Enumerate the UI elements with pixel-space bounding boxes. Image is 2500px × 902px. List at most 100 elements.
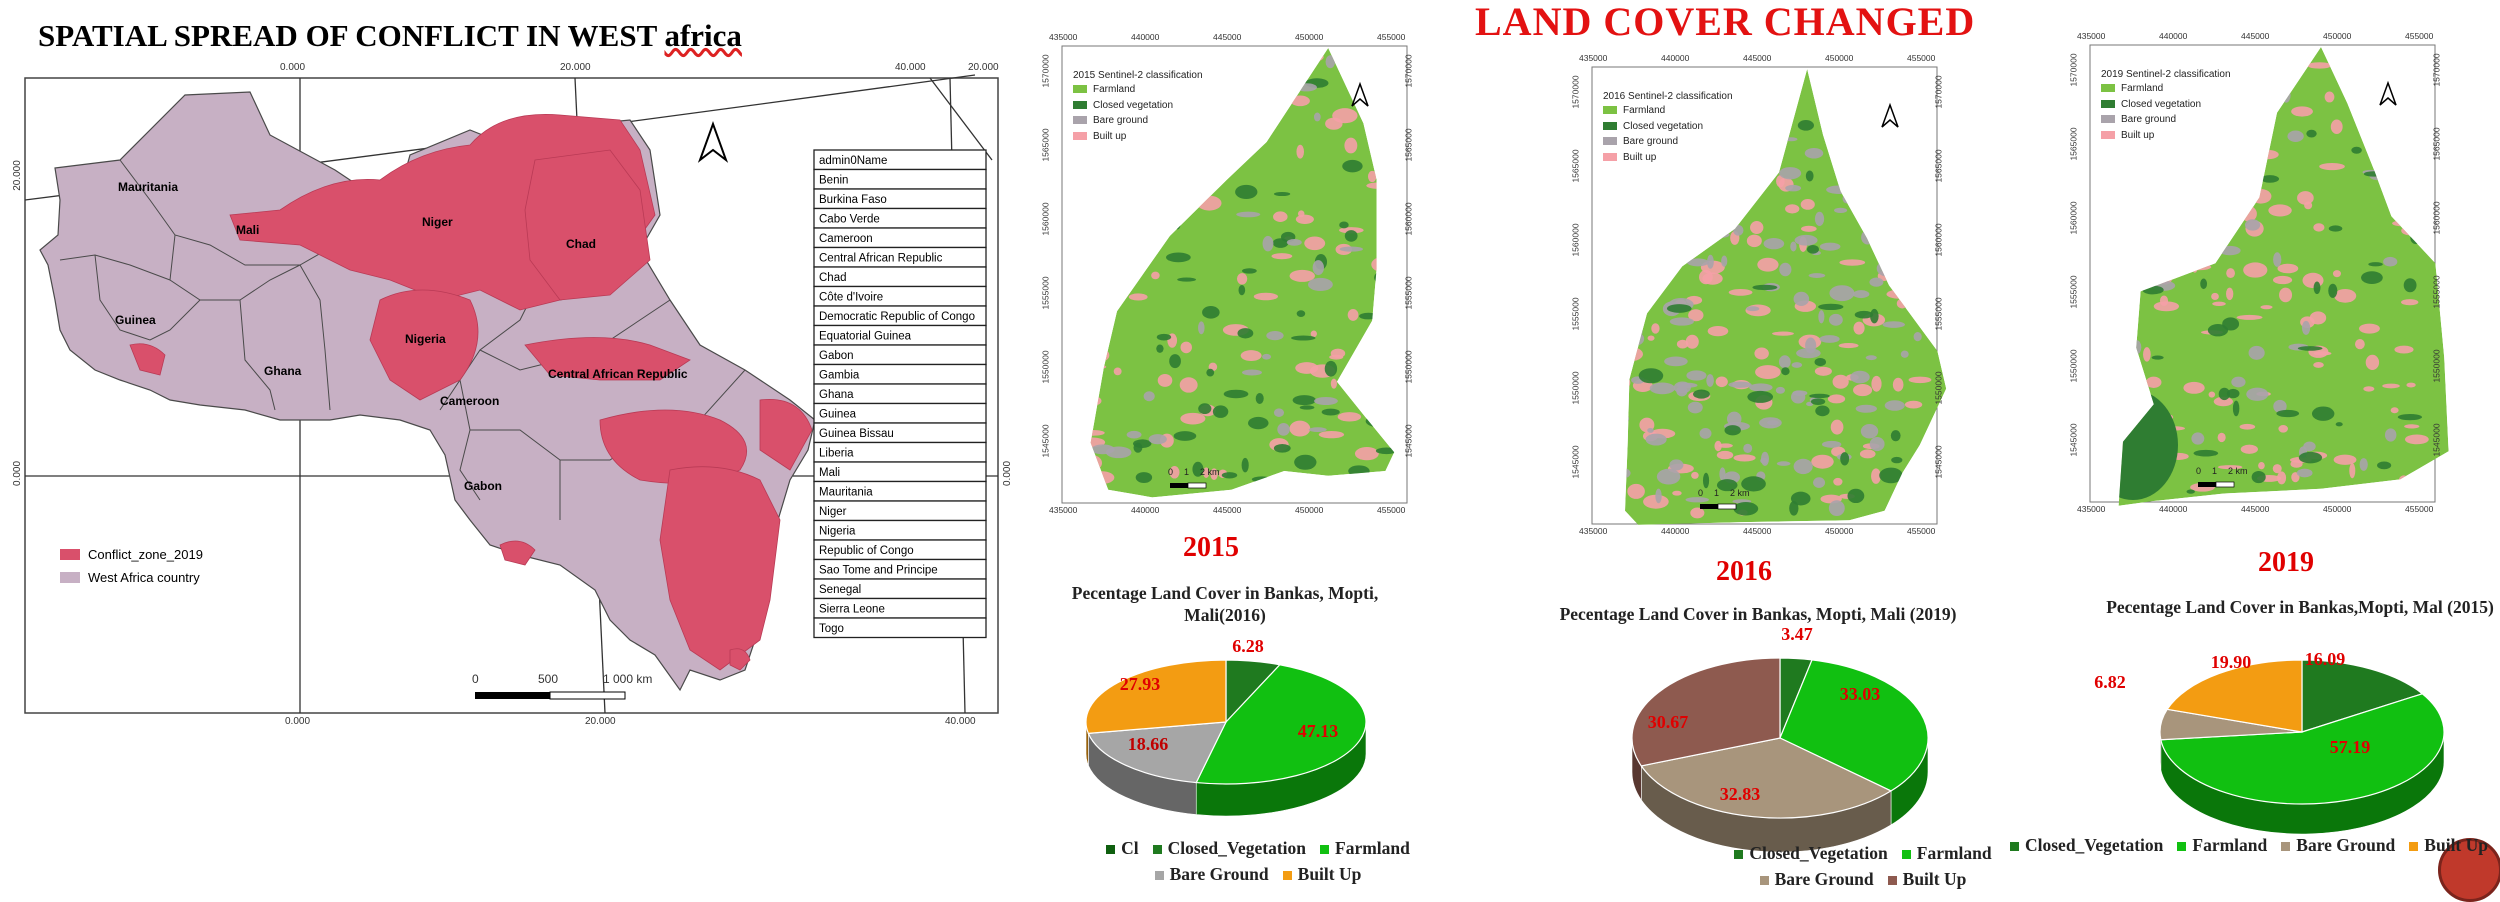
land-patch — [1785, 184, 1802, 192]
pie-legend-label: Farmland — [1335, 838, 1410, 858]
land-patch — [1273, 211, 1288, 222]
land-patch — [1113, 367, 1122, 376]
map-top-tick: 435000 — [1579, 53, 1608, 63]
map-scale-label: 0 — [1168, 467, 1174, 477]
pie-legend-label: Bare Ground — [1169, 864, 1269, 884]
land-patch — [2193, 449, 2219, 457]
land-patch — [2377, 461, 2392, 470]
pie-slice-side — [1640, 764, 1892, 853]
legend-swatch — [2101, 84, 2115, 93]
pie-legend-item: Cl — [1106, 838, 1139, 858]
legend-label: Bare ground — [1093, 115, 1149, 126]
land-patch — [2151, 355, 2164, 360]
land-patch — [2297, 191, 2314, 205]
land-patch — [2278, 425, 2288, 433]
map-y-tick-right: 1555000 — [1933, 297, 1944, 331]
land-patch — [1794, 234, 1818, 246]
land-patch — [1814, 211, 1825, 226]
legend-swatch — [1603, 137, 1617, 146]
land-patch — [2307, 62, 2332, 69]
pie-value-label: 16.09 — [2305, 649, 2346, 669]
land-patch — [1865, 355, 1877, 361]
map-label: Gabon — [464, 479, 502, 493]
pie-value-label: 30.67 — [1648, 712, 1689, 732]
land-patch — [1198, 403, 1212, 415]
land-patch — [2217, 465, 2243, 470]
land-patch — [1156, 344, 1164, 353]
land-patch — [1775, 386, 1785, 394]
land-patch — [2226, 268, 2235, 279]
map-bottom-tick: 435000 — [2077, 504, 2106, 514]
land-patch — [1177, 277, 1197, 282]
land-patch — [2306, 129, 2317, 138]
legend-label: Farmland — [1093, 84, 1136, 95]
land-patch — [1772, 331, 1794, 336]
legend-swatch — [1073, 100, 1087, 109]
map-y-tick-right: 1570000 — [1403, 54, 1414, 88]
land-patch — [1805, 170, 1814, 182]
land-patch — [1854, 310, 1874, 319]
north-arrow-icon — [1881, 102, 1899, 128]
map-top-tick: 445000 — [1743, 53, 1772, 63]
country-table: admin0Name Benin Burkina Faso Cabo Verde Cam… — [813, 149, 987, 639]
legend-swatch — [1603, 152, 1617, 161]
land-patch — [2232, 400, 2240, 417]
land-patch — [2397, 413, 2422, 421]
table-header: admin0Name — [819, 155, 887, 167]
land-patch — [1143, 391, 1155, 402]
land-patch — [2403, 278, 2417, 293]
table-row: Burkina Faso — [819, 194, 887, 206]
land-patch — [1890, 430, 1901, 442]
land-patch — [1294, 454, 1317, 470]
land-patch — [1790, 491, 1811, 506]
pie-slice-bare-ground — [1087, 721, 1228, 784]
land-patch — [1757, 257, 1779, 272]
land-patch — [2208, 391, 2216, 398]
land-patch — [1266, 331, 1284, 341]
land-patch — [1805, 337, 1817, 354]
land-patch — [2330, 119, 2343, 135]
land-patch — [1833, 477, 1843, 486]
map-y-tick-right: 1570000 — [1933, 75, 1944, 109]
land-patch — [1688, 309, 1704, 322]
pie-value-label: 6.82 — [2094, 672, 2126, 692]
land-patch — [2359, 458, 2368, 471]
land-patch — [1090, 429, 1105, 436]
land-patch — [2246, 387, 2269, 401]
north-arrow-icon — [697, 121, 729, 163]
land-patch — [1304, 236, 1326, 251]
map-year-label: 2016 — [1716, 556, 1772, 587]
land-patch — [1776, 461, 1791, 466]
land-patch — [1830, 419, 1844, 435]
land-patch — [2404, 424, 2420, 429]
map-legend-title: 2015 Sentinel-2 classification — [1073, 70, 1203, 81]
land-patch — [2390, 407, 2399, 414]
map-y-tick: 1555000 — [1040, 276, 1051, 310]
map-top-tick: 435000 — [1049, 32, 1078, 42]
land-patch — [1752, 284, 1778, 291]
land-patch — [2159, 295, 2169, 307]
scale-bar-black — [475, 692, 550, 699]
map-legend-item: Bare ground — [2101, 114, 2176, 125]
land-patch — [1686, 370, 1707, 381]
land-patch — [2268, 204, 2292, 217]
land-patch — [1760, 451, 1770, 466]
land-patch — [1822, 440, 1842, 448]
map-frame — [24, 77, 999, 714]
land-patch — [2368, 262, 2383, 267]
legend-swatch — [2101, 99, 2115, 108]
land-patch — [1702, 472, 1710, 489]
land-patch — [1699, 428, 1712, 439]
land-patch — [1687, 401, 1703, 414]
left-tick: 20.000 — [11, 160, 23, 191]
pie-slice-side — [1631, 737, 1642, 801]
land-patch — [2191, 432, 2205, 445]
land-patch — [2231, 376, 2246, 388]
map-scale-label: 0 — [1698, 488, 1704, 498]
map-y-tick-right: 1560000 — [1403, 202, 1414, 236]
land-patch — [1840, 452, 1850, 466]
land-patch — [1337, 412, 1362, 422]
land-patch — [2291, 106, 2313, 117]
land-patch — [1354, 447, 1379, 461]
land-patch — [1818, 303, 1844, 311]
